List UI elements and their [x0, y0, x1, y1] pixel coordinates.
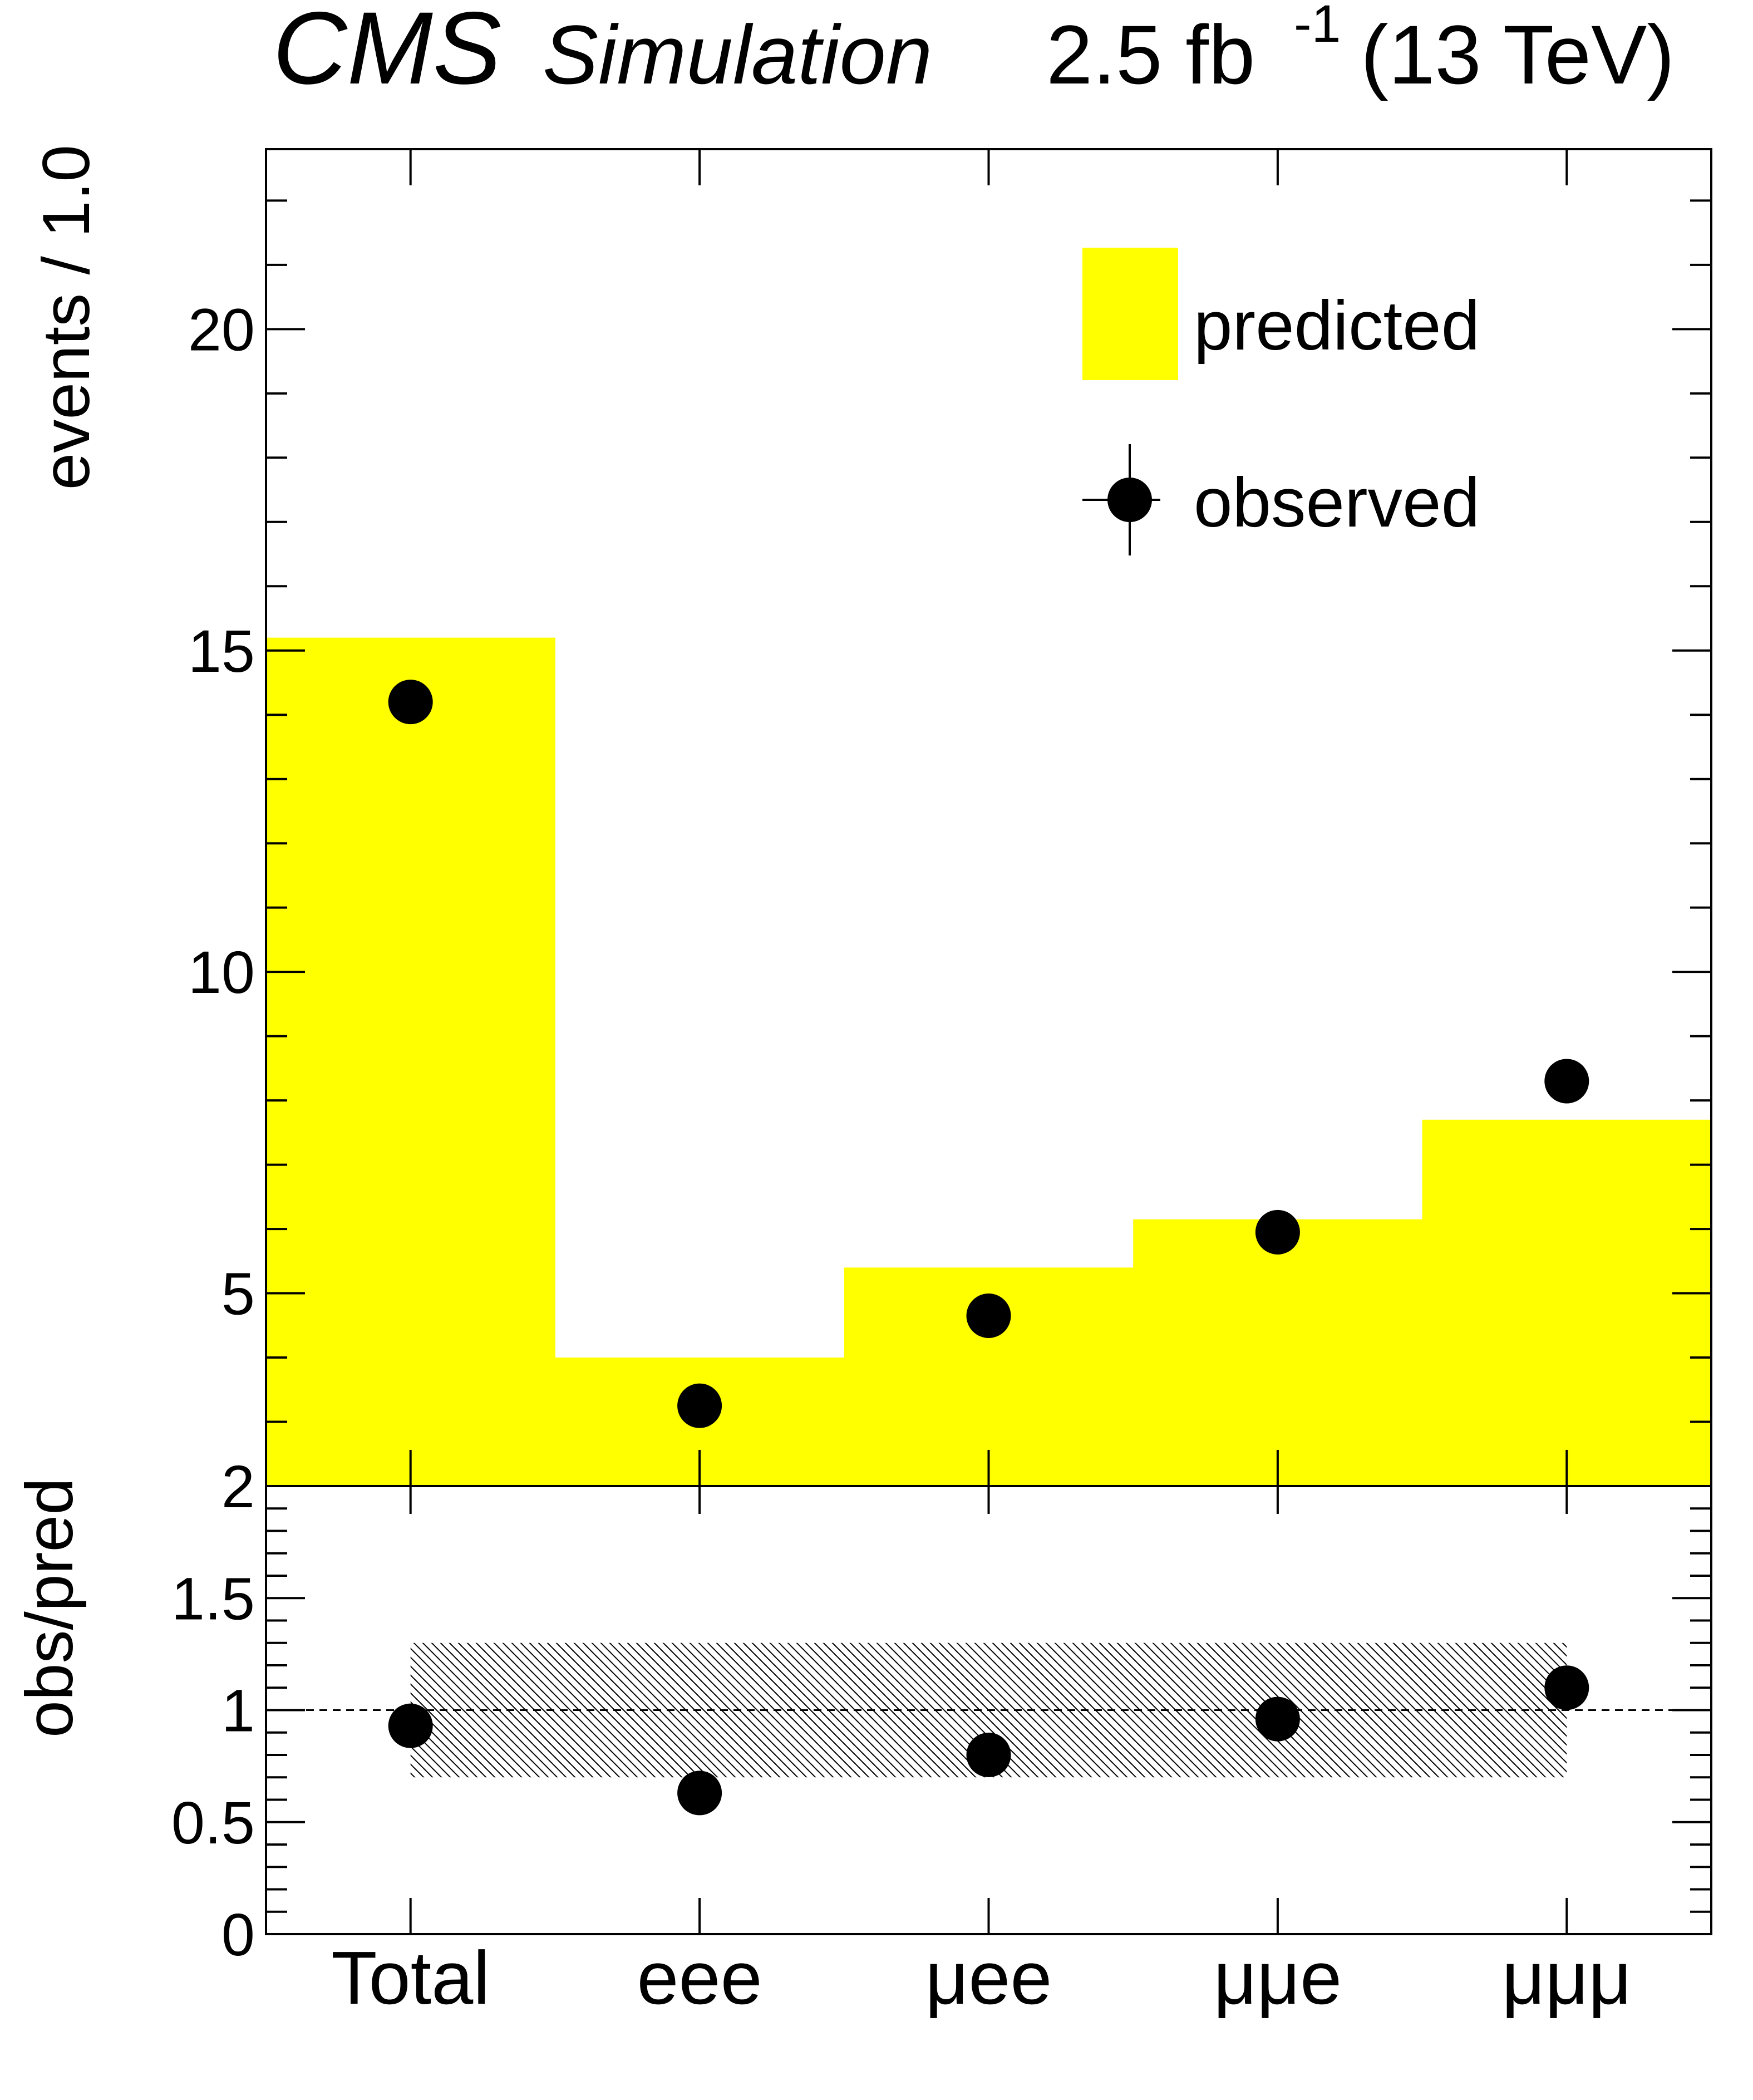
- legend-observed-marker: [1107, 478, 1152, 522]
- legend-predicted-label: predicted: [1194, 287, 1480, 365]
- lumi-exponent: -1: [1294, 0, 1341, 53]
- ratio-points: [388, 1665, 1589, 1816]
- x-category-labels: Total eee μee μμe μμμ: [331, 1936, 1632, 2020]
- x-category-label-0: Total: [331, 1936, 490, 2020]
- energy-label: (13 TeV): [1361, 8, 1675, 101]
- ratio-point-0: [388, 1703, 433, 1748]
- ratio-point-3: [1255, 1696, 1300, 1742]
- observed-points: [388, 680, 1589, 1428]
- predicted-bar-4: [1422, 1119, 1712, 1486]
- observed-point-1: [677, 1383, 722, 1428]
- observed-point-0: [388, 680, 433, 725]
- simulation-label: Simulation: [543, 8, 932, 101]
- ratio-point-2: [966, 1733, 1011, 1777]
- lower-tick-labels: 0 0.5 1 1.5 2: [171, 1453, 255, 1968]
- predicted-bar-3: [1133, 1219, 1423, 1486]
- upper-ytick-label: 10: [188, 938, 255, 1006]
- legend-observed-label: observed: [1194, 464, 1480, 542]
- lower-ytick-label: 0: [221, 1901, 255, 1968]
- lower-ytick-label: 0.5: [171, 1789, 255, 1856]
- x-category-label-2: μee: [925, 1936, 1052, 2020]
- lumi-value: 2.5 fb: [1046, 8, 1255, 101]
- upper-ytick-label: 5: [221, 1260, 255, 1327]
- upper-ytick-label: 20: [188, 296, 255, 363]
- upper-ytick-label: 15: [188, 617, 255, 685]
- lower-axes: [265, 1485, 1712, 1935]
- upper-tick-labels: 5 10 15 20: [188, 296, 255, 1327]
- x-category-label-1: eee: [637, 1936, 762, 2020]
- legend: predicted observed: [1082, 248, 1480, 555]
- observed-point-2: [966, 1293, 1011, 1338]
- legend-predicted-swatch: [1082, 248, 1178, 380]
- upper-y-axis-label: events / 1.0: [29, 145, 104, 490]
- observed-point-3: [1255, 1209, 1300, 1255]
- lower-ytick-label: 1: [221, 1677, 255, 1744]
- x-category-label-4: μμμ: [1502, 1936, 1632, 2020]
- ratio-point-4: [1544, 1665, 1589, 1710]
- lower-ytick-label: 1.5: [171, 1565, 255, 1632]
- lower-y-axis-label: obs/pred: [12, 1478, 87, 1738]
- predicted-bar-0: [266, 637, 555, 1486]
- ratio-point-1: [677, 1771, 722, 1816]
- x-category-label-3: μμe: [1214, 1936, 1342, 2020]
- observed-point-4: [1544, 1059, 1589, 1104]
- cms-label: CMS: [273, 0, 501, 106]
- upper-axes: [265, 148, 1712, 1487]
- lower-ytick-label: 2: [221, 1453, 255, 1520]
- predicted-histogram: [266, 637, 1712, 1486]
